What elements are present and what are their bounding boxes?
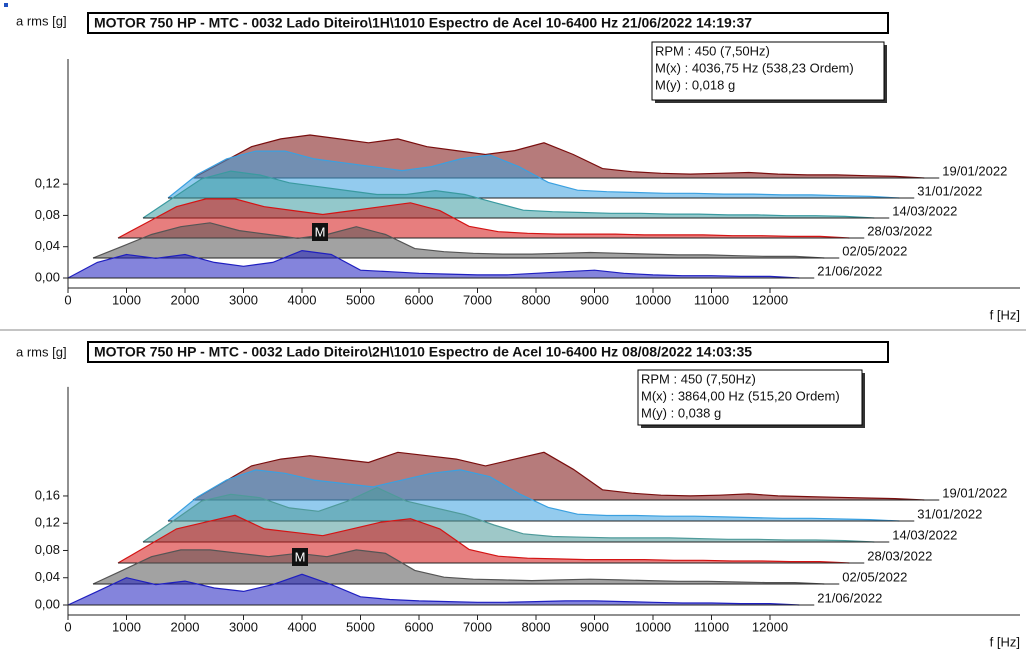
legend-label: 31/01/2022 xyxy=(917,506,982,521)
info-line: M(x) : 3864,00 Hz (515,20 Ordem) xyxy=(641,388,840,403)
x-tick-label: 1000 xyxy=(112,292,141,307)
x-tick-label: 9000 xyxy=(580,619,609,634)
info-line: RPM : 450 (7,50Hz) xyxy=(655,43,770,58)
spectrum-area xyxy=(93,549,825,584)
spectrum-area xyxy=(143,487,875,542)
x-tick-label: 9000 xyxy=(580,292,609,307)
legend-label: 21/06/2022 xyxy=(817,590,882,605)
legend-label: 28/03/2022 xyxy=(867,223,932,238)
marker-label: M xyxy=(315,224,326,239)
marker-box xyxy=(292,548,308,566)
spectrum-area xyxy=(143,171,875,218)
spectrum-area xyxy=(168,151,900,198)
title-box xyxy=(87,341,889,363)
x-tick-label: 6000 xyxy=(405,292,434,307)
y-axis-label: a rms [g] xyxy=(16,13,67,28)
y-tick-label: 0,04 xyxy=(35,238,60,253)
spectrum-area xyxy=(68,574,800,605)
spectrum-line xyxy=(192,134,925,179)
legend-label: 28/03/2022 xyxy=(867,548,932,563)
x-tick-label: 11000 xyxy=(694,292,729,307)
corner-dot xyxy=(4,3,8,7)
spectrum-line xyxy=(167,150,900,199)
x-tick-label: 1000 xyxy=(112,619,141,634)
y-tick-label: 0,04 xyxy=(35,569,60,584)
legend-label: 31/01/2022 xyxy=(917,183,982,198)
spectrum-line xyxy=(142,170,875,219)
x-tick-label: 7000 xyxy=(463,619,492,634)
x-axis-label: f [Hz] xyxy=(990,307,1020,322)
x-tick-label: 12000 xyxy=(752,619,788,634)
spectrum-area xyxy=(93,222,825,258)
legend-label: 19/01/2022 xyxy=(942,163,1007,178)
spectrum-line xyxy=(92,222,825,259)
x-tick-label: 8000 xyxy=(522,619,551,634)
y-tick-label: 0,12 xyxy=(35,515,60,530)
x-tick-label: 7000 xyxy=(463,292,492,307)
y-axis-label: a rms [g] xyxy=(16,344,67,359)
legend-label: 14/03/2022 xyxy=(892,527,957,542)
marker-label: M xyxy=(295,549,306,564)
x-tick-label: 4000 xyxy=(288,292,317,307)
legend-label: 19/01/2022 xyxy=(942,485,1007,500)
spectrum-line xyxy=(167,469,900,522)
x-tick-label: 0 xyxy=(64,619,71,634)
y-tick-label: 0,12 xyxy=(35,176,60,191)
x-tick-label: 10000 xyxy=(635,619,671,634)
y-tick-label: 0,00 xyxy=(35,269,60,284)
legend-label: 14/03/2022 xyxy=(892,203,957,218)
y-tick-label: 0,16 xyxy=(35,487,60,502)
info-line: M(x) : 4036,75 Hz (538,23 Ordem) xyxy=(655,60,854,75)
legend-label: 02/05/2022 xyxy=(842,243,907,258)
spectrum-line xyxy=(117,514,850,564)
x-tick-label: 11000 xyxy=(694,619,729,634)
title-box xyxy=(87,12,889,34)
info-line: RPM : 450 (7,50Hz) xyxy=(641,371,756,386)
x-tick-label: 12000 xyxy=(752,292,788,307)
x-tick-label: 8000 xyxy=(522,292,551,307)
legend-label: 02/05/2022 xyxy=(842,569,907,584)
info-box xyxy=(637,369,863,426)
x-tick-label: 10000 xyxy=(635,292,671,307)
x-tick-label: 5000 xyxy=(346,292,375,307)
spectrum-line xyxy=(92,549,825,585)
x-tick-label: 2000 xyxy=(171,292,200,307)
spectrum-line xyxy=(117,198,850,239)
y-tick-label: 0,08 xyxy=(35,207,60,222)
x-tick-label: 3000 xyxy=(229,292,258,307)
spectrum-area xyxy=(118,198,850,238)
x-axis-label: f [Hz] xyxy=(990,634,1020,649)
legend-label: 21/06/2022 xyxy=(817,263,882,278)
info-line: M(y) : 0,038 g xyxy=(641,405,721,420)
x-tick-label: 4000 xyxy=(288,619,317,634)
x-tick-label: 0 xyxy=(64,292,71,307)
chart-title: MOTOR 750 HP - MTC - 0032 Lado Diteiro\2… xyxy=(94,344,752,360)
x-tick-label: 5000 xyxy=(346,619,375,634)
x-tick-label: 6000 xyxy=(405,619,434,634)
spectrum-area xyxy=(68,250,800,278)
y-tick-label: 0,00 xyxy=(35,596,60,611)
spectrum-line xyxy=(67,573,800,606)
info-box xyxy=(651,41,885,101)
x-tick-label: 3000 xyxy=(229,619,258,634)
spectrum-line xyxy=(192,451,925,501)
x-tick-label: 2000 xyxy=(171,619,200,634)
y-tick-label: 0,08 xyxy=(35,542,60,557)
chart-title: MOTOR 750 HP - MTC - 0032 Lado Diteiro\1… xyxy=(94,15,752,31)
spectrum-line xyxy=(142,486,875,543)
marker-box xyxy=(312,223,328,241)
info-line: M(y) : 0,018 g xyxy=(655,77,735,92)
spectrum-line xyxy=(67,249,800,279)
